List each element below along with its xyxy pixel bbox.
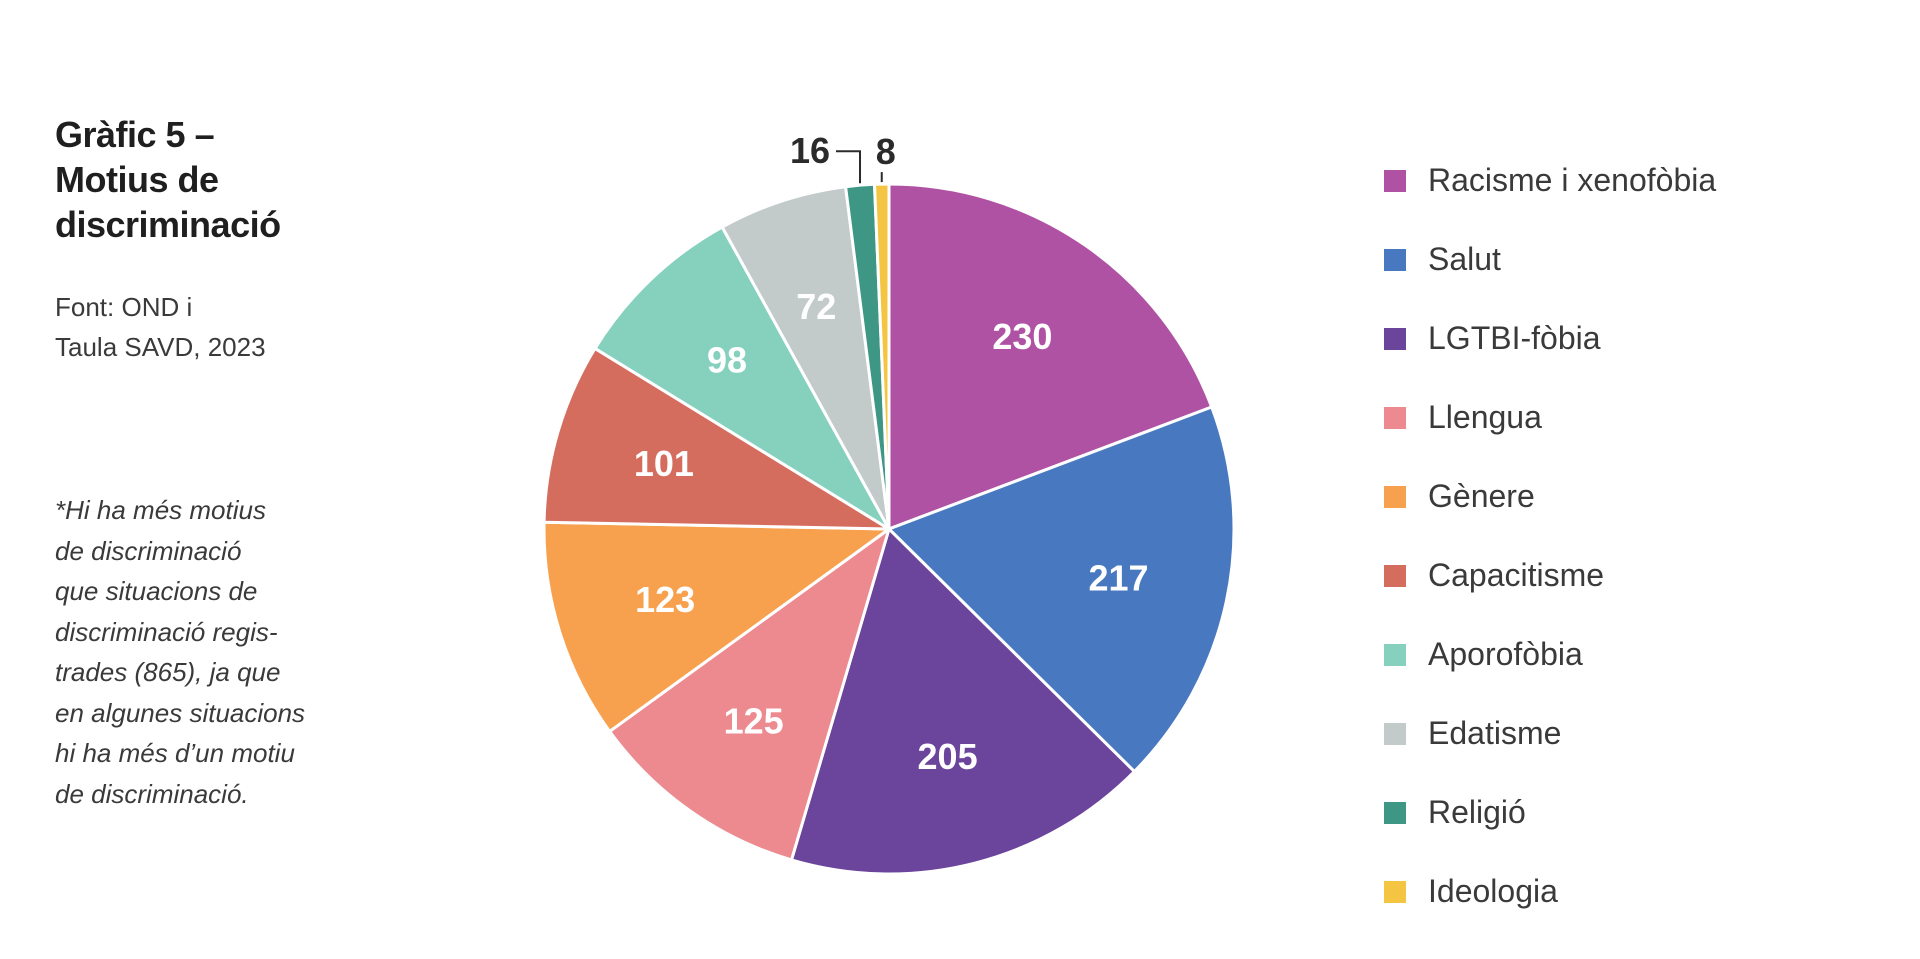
note-line: en algunes situacions bbox=[55, 697, 306, 728]
note-line: *Hi ha més motius bbox=[55, 495, 266, 525]
pie-value-label-racisme-i-xenofobia: 230 bbox=[992, 316, 1052, 357]
note-line: de discriminació. bbox=[55, 778, 249, 809]
legend-swatch bbox=[1384, 485, 1406, 508]
legend-swatch bbox=[1384, 801, 1406, 824]
legend-swatch bbox=[1384, 327, 1406, 350]
legend-label: Aporofòbia bbox=[1428, 636, 1583, 672]
chart-title: Gràfic 5 – Motius de discriminació bbox=[55, 112, 385, 247]
legend-item-edatisme: Edatisme bbox=[1384, 694, 1716, 773]
legend-item-religio: Religió bbox=[1384, 773, 1716, 852]
legend-label: Racisme i xenofòbia bbox=[1428, 162, 1717, 198]
legend-swatch bbox=[1384, 880, 1406, 903]
pie-slice-edatisme bbox=[720, 185, 891, 531]
legend-label: Salut bbox=[1428, 241, 1501, 277]
pie-value-label-llengua: 125 bbox=[724, 701, 784, 742]
legend-label: LGTBI-fòbia bbox=[1428, 320, 1601, 356]
legend-label: Religió bbox=[1428, 794, 1526, 830]
chart-title-line: Gràfic 5 – bbox=[55, 114, 215, 155]
chart-legend: Racisme i xenofòbia Salut LGTBI-fòbia Lleng… bbox=[1384, 141, 1716, 931]
pie-value-label-lgtbi-fobia: 205 bbox=[918, 736, 978, 777]
pie-value-label-genere: 123 bbox=[635, 579, 695, 620]
legend-swatch bbox=[1384, 248, 1406, 271]
note-line: de discriminació bbox=[55, 535, 242, 566]
legend-swatch bbox=[1384, 722, 1406, 745]
legend-item-capacitisme: Capacitisme bbox=[1384, 536, 1716, 615]
chart-header: Gràfic 5 – Motius de discriminació Font:… bbox=[55, 112, 385, 367]
chart-title-line: discriminació bbox=[55, 204, 281, 245]
pie-value-label-aporofobia: 98 bbox=[707, 339, 747, 380]
leader-line-religio bbox=[836, 150, 862, 184]
legend-label: Capacitisme bbox=[1428, 557, 1605, 593]
chart-source: Font: OND i Taula SAVD, 2023 bbox=[55, 287, 385, 367]
note-line: hi ha més d’un motiu bbox=[55, 738, 295, 768]
pie-slice-llengua bbox=[608, 527, 891, 862]
pie-value-label-religio: 16 bbox=[790, 130, 830, 171]
pie-chart: 230 217 205 125 123 101 98 72 16 8 bbox=[542, 130, 1236, 876]
pie-slice-aporofobia bbox=[593, 225, 891, 531]
note-line: discriminació regis- bbox=[55, 616, 278, 647]
chart-footnote: *Hi ha més motius de discriminació que s… bbox=[55, 490, 385, 814]
legend-swatch bbox=[1384, 643, 1406, 666]
legend-item-genere: Gènere bbox=[1384, 457, 1716, 536]
legend-label: Edatisme bbox=[1428, 715, 1562, 751]
legend-item-salut: Salut bbox=[1384, 220, 1716, 299]
legend-swatch bbox=[1384, 564, 1406, 587]
pie-value-label-ideologia: 8 bbox=[876, 131, 896, 172]
pie-slice-ideologia bbox=[872, 182, 891, 531]
legend-item-aporofobia: Aporofòbia bbox=[1384, 615, 1716, 694]
pie-slice-genere bbox=[542, 520, 891, 733]
pie-slice-racisme-i-xenofobia bbox=[887, 182, 1214, 531]
pie-slice-salut bbox=[887, 405, 1236, 774]
legend-label: Ideologia bbox=[1428, 873, 1558, 909]
source-line: Taula SAVD, 2023 bbox=[55, 332, 266, 362]
pie-slice-lgtbi-fobia bbox=[789, 527, 1136, 876]
pie-slice-capacitisme bbox=[542, 346, 891, 531]
pie-value-label-capacitisme: 101 bbox=[634, 443, 694, 484]
legend-item-lgtbi-fobia: LGTBI-fòbia bbox=[1384, 299, 1716, 378]
chart-title-line: Motius de bbox=[55, 159, 219, 200]
legend-item-llengua: Llengua bbox=[1384, 378, 1716, 457]
note-line: que situacions de bbox=[55, 576, 258, 606]
legend-label: Gènere bbox=[1428, 478, 1535, 514]
pie-value-label-salut: 217 bbox=[1088, 558, 1148, 599]
legend-label: Llengua bbox=[1428, 399, 1542, 435]
legend-item-racisme-i-xenofobia: Racisme i xenofòbia bbox=[1384, 141, 1716, 220]
source-line: Font: OND i bbox=[55, 292, 193, 322]
pie-value-label-edatisme: 72 bbox=[796, 286, 836, 327]
legend-swatch bbox=[1384, 406, 1406, 429]
note-line: trades (865), ja que bbox=[55, 657, 281, 687]
legend-swatch bbox=[1384, 169, 1406, 192]
legend-item-ideologia: Ideologia bbox=[1384, 852, 1716, 931]
